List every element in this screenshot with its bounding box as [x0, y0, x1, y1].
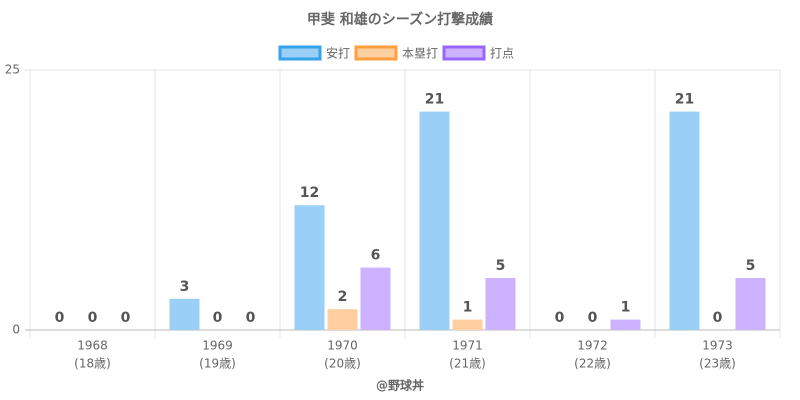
- value-label: 0: [246, 310, 256, 326]
- value-label: 12: [300, 185, 319, 201]
- bar: [294, 205, 325, 330]
- bar: [452, 319, 483, 330]
- legend-label: 本塁打: [402, 47, 438, 61]
- value-label: 1: [621, 300, 631, 316]
- legend-label: 安打: [326, 46, 350, 61]
- value-label: 2: [338, 289, 348, 305]
- bar: [485, 278, 516, 330]
- legend-swatch: [278, 45, 322, 61]
- value-label: 0: [213, 310, 223, 326]
- bar: [735, 278, 766, 330]
- chart-title: 甲斐 和雄のシーズン打撃成績: [307, 11, 493, 28]
- x-tick-label: (19歳): [199, 357, 236, 371]
- value-label: 1: [463, 300, 473, 316]
- value-label: 0: [55, 310, 65, 326]
- bar: [610, 319, 641, 330]
- legend-swatch: [442, 45, 486, 61]
- x-tick-label: 1971: [452, 339, 483, 353]
- y-tick-label: 25: [5, 63, 20, 77]
- bar: [669, 111, 700, 330]
- bar: [360, 267, 391, 330]
- value-label: 0: [88, 310, 98, 326]
- value-label: 5: [496, 258, 506, 274]
- footer: @野球丼: [376, 378, 424, 393]
- x-tick-label: (23歳): [699, 357, 736, 371]
- value-label: 0: [713, 310, 723, 326]
- x-tick-label: (22歳): [574, 357, 611, 371]
- value-label: 3: [180, 279, 190, 295]
- x-tick-label: (20歳): [324, 357, 361, 371]
- legend-label: 打点: [490, 47, 514, 61]
- bar: [419, 111, 450, 330]
- value-label: 5: [746, 258, 756, 274]
- x-tick-label: 1968: [77, 339, 108, 353]
- value-label: 0: [121, 310, 131, 326]
- legend-swatch: [354, 45, 398, 61]
- x-tick-label: 1973: [702, 339, 733, 353]
- value-label: 0: [555, 310, 565, 326]
- value-label: 21: [425, 92, 444, 108]
- bar: [169, 298, 200, 330]
- value-label: 21: [675, 92, 694, 108]
- bar: [327, 309, 358, 330]
- x-tick-label: 1970: [327, 339, 358, 353]
- x-tick-label: (18歳): [74, 357, 111, 371]
- x-tick-label: 1969: [202, 339, 233, 353]
- y-tick-label: 0: [12, 323, 20, 337]
- x-tick-label: 1972: [577, 339, 608, 353]
- value-label: 0: [588, 310, 598, 326]
- value-label: 6: [371, 248, 381, 264]
- x-tick-label: (21歳): [449, 357, 486, 371]
